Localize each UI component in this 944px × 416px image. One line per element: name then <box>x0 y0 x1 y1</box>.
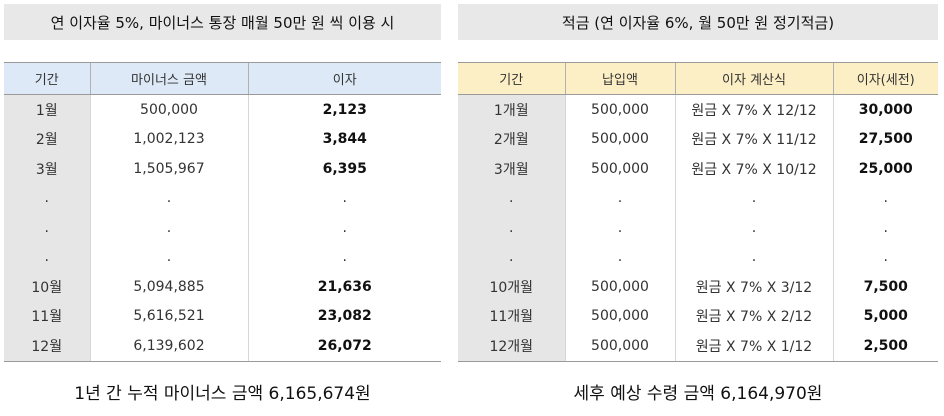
ellipsis-row: . . . <box>4 242 441 272</box>
period-cell: 12월 <box>4 331 90 362</box>
ellipsis-row: . . . . <box>458 183 938 213</box>
formula-cell: 원금 X 7% X 11/12 <box>674 124 833 154</box>
table-row: 10개월 500,000 원금 X 7% X 3/12 7,500 <box>458 272 938 302</box>
ellipsis-cell: . <box>564 242 675 272</box>
amount-cell: 6,139,602 <box>89 331 248 362</box>
ellipsis-cell: . <box>564 213 675 243</box>
ellipsis-cell: . <box>832 183 938 213</box>
period-cell: 10월 <box>4 272 90 302</box>
savings-panel: 적금 (연 이자율 6%, 월 50만 원 정기적금) 기간 납입액 이자 계산… <box>458 0 938 362</box>
amount-cell: 1,505,967 <box>89 154 248 184</box>
header-overdraft-amount: 마이너스 금액 <box>89 62 248 95</box>
ellipsis-cell: . <box>458 242 565 272</box>
header-interest: 이자 <box>247 62 441 95</box>
header-formula: 이자 계산식 <box>674 62 833 95</box>
savings-title: 적금 (연 이자율 6%, 월 50만 원 정기적금) <box>458 4 938 40</box>
interest-cell: 5,000 <box>832 301 938 331</box>
header-interest-pretax: 이자(세전) <box>832 62 938 95</box>
table-row: 12월 6,139,602 26,072 <box>4 331 441 362</box>
period-cell: 2개월 <box>458 124 565 154</box>
table-row: 2개월 500,000 원금 X 7% X 11/12 27,500 <box>458 124 938 154</box>
table-header-row: 기간 납입액 이자 계산식 이자(세전) <box>458 62 938 95</box>
interest-cell: 27,500 <box>832 124 938 154</box>
amount-cell: 1,002,123 <box>89 124 248 154</box>
amount-cell: 5,616,521 <box>89 301 248 331</box>
table-row: 2월 1,002,123 3,844 <box>4 124 441 154</box>
ellipsis-row: . . . <box>4 183 441 213</box>
ellipsis-cell: . <box>89 183 248 213</box>
ellipsis-cell: . <box>4 242 90 272</box>
interest-cell: 6,395 <box>247 154 441 184</box>
formula-cell: 원금 X 7% X 2/12 <box>674 301 833 331</box>
ellipsis-cell: . <box>674 213 833 243</box>
overdraft-panel: 연 이자율 5%, 마이너스 통장 매월 50만 원 씩 이용 시 기간 마이너… <box>4 0 441 362</box>
period-cell: 11개월 <box>458 301 565 331</box>
interest-cell: 30,000 <box>832 94 938 125</box>
interest-cell: 26,072 <box>247 331 441 362</box>
ellipsis-cell: . <box>89 242 248 272</box>
ellipsis-cell: . <box>564 183 675 213</box>
ellipsis-cell: . <box>247 183 441 213</box>
header-deposit: 납입액 <box>564 62 675 95</box>
deposit-cell: 500,000 <box>564 272 675 302</box>
ellipsis-cell: . <box>4 183 90 213</box>
ellipsis-cell: . <box>458 213 565 243</box>
ellipsis-cell: . <box>832 242 938 272</box>
deposit-cell: 500,000 <box>564 124 675 154</box>
period-cell: 11월 <box>4 301 90 331</box>
formula-cell: 원금 X 7% X 1/12 <box>674 331 833 362</box>
formula-cell: 원금 X 7% X 12/12 <box>674 94 833 125</box>
formula-cell: 원금 X 7% X 3/12 <box>674 272 833 302</box>
period-cell: 3개월 <box>458 154 565 184</box>
interest-cell: 23,082 <box>247 301 441 331</box>
deposit-cell: 500,000 <box>564 94 675 125</box>
amount-cell: 5,094,885 <box>89 272 248 302</box>
interest-cell: 3,844 <box>247 124 441 154</box>
overdraft-summary: 1년 간 누적 마이너스 금액 6,165,674원 <box>74 384 371 404</box>
ellipsis-row: . . . . <box>458 213 938 243</box>
table-row: 11개월 500,000 원금 X 7% X 2/12 5,000 <box>458 301 938 331</box>
ellipsis-cell: . <box>674 242 833 272</box>
table-row: 12개월 500,000 원금 X 7% X 1/12 2,500 <box>458 331 938 362</box>
table-row: 1월 500,000 2,123 <box>4 94 441 125</box>
ellipsis-cell: . <box>458 183 565 213</box>
formula-cell: 원금 X 7% X 10/12 <box>674 154 833 184</box>
savings-table: 기간 납입액 이자 계산식 이자(세전) 1개월 500,000 원금 X 7%… <box>458 62 938 362</box>
ellipsis-cell: . <box>832 213 938 243</box>
ellipsis-row: . . . . <box>458 242 938 272</box>
overdraft-title: 연 이자율 5%, 마이너스 통장 매월 50만 원 씩 이용 시 <box>4 4 441 40</box>
deposit-cell: 500,000 <box>564 331 675 362</box>
period-cell: 12개월 <box>458 331 565 362</box>
ellipsis-cell: . <box>247 242 441 272</box>
table-row: 11월 5,616,521 23,082 <box>4 301 441 331</box>
table-row: 1개월 500,000 원금 X 7% X 12/12 30,000 <box>458 94 938 125</box>
table-row: 3개월 500,000 원금 X 7% X 10/12 25,000 <box>458 154 938 184</box>
deposit-cell: 500,000 <box>564 301 675 331</box>
overdraft-table: 기간 마이너스 금액 이자 1월 500,000 2,123 2월 1,002,… <box>4 62 441 362</box>
table-row: 3월 1,505,967 6,395 <box>4 154 441 184</box>
period-cell: 2월 <box>4 124 90 154</box>
interest-cell: 2,500 <box>832 331 938 362</box>
table-header-row: 기간 마이너스 금액 이자 <box>4 62 441 95</box>
interest-cell: 7,500 <box>832 272 938 302</box>
period-cell: 1월 <box>4 94 90 125</box>
header-period: 기간 <box>458 62 565 95</box>
amount-cell: 500,000 <box>89 94 248 125</box>
interest-cell: 2,123 <box>247 94 441 125</box>
ellipsis-cell: . <box>674 183 833 213</box>
ellipsis-cell: . <box>89 213 248 243</box>
savings-summary: 세후 예상 수령 금액 6,164,970원 <box>573 384 823 404</box>
period-cell: 10개월 <box>458 272 565 302</box>
table-row: 10월 5,094,885 21,636 <box>4 272 441 302</box>
ellipsis-row: . . . <box>4 213 441 243</box>
period-cell: 3월 <box>4 154 90 184</box>
header-period: 기간 <box>4 62 90 95</box>
period-cell: 1개월 <box>458 94 565 125</box>
ellipsis-cell: . <box>4 213 90 243</box>
interest-cell: 21,636 <box>247 272 441 302</box>
ellipsis-cell: . <box>247 213 441 243</box>
interest-cell: 25,000 <box>832 154 938 184</box>
deposit-cell: 500,000 <box>564 154 675 184</box>
